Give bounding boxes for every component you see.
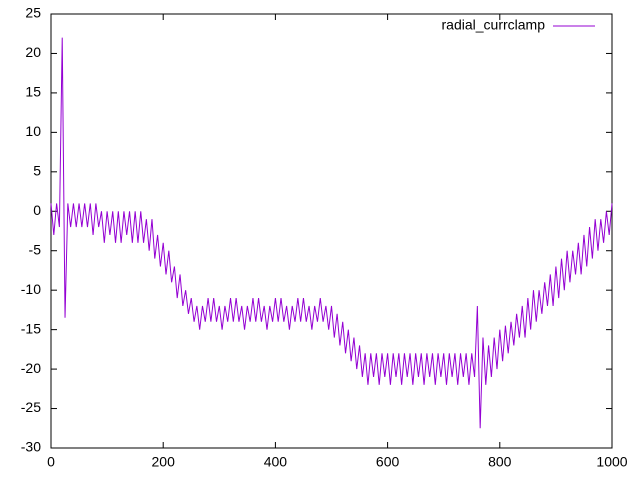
y-tick-label: -20 — [21, 360, 41, 376]
y-tick-label: 25 — [25, 5, 41, 21]
y-tick-label: 0 — [33, 202, 41, 218]
y-tick-label: -15 — [21, 320, 41, 336]
plot-frame — [50, 13, 613, 449]
legend-label: radial_currclamp — [442, 17, 546, 33]
y-tick-label: 10 — [25, 123, 41, 139]
x-tick-label: 1000 — [596, 454, 627, 470]
x-tick-label: 600 — [376, 454, 400, 470]
y-tick-label: 20 — [25, 44, 41, 60]
data-line — [50, 37, 613, 429]
x-tick-label: 400 — [264, 454, 288, 470]
y-tick-label: -5 — [29, 241, 42, 257]
y-tick-label: 5 — [33, 163, 41, 179]
y-tick-label: -30 — [21, 439, 41, 455]
x-tick-label: 200 — [152, 454, 176, 470]
y-tick-label: 15 — [25, 84, 41, 100]
y-tick-label: -10 — [21, 281, 41, 297]
x-tick-label: 800 — [488, 454, 512, 470]
y-tick-label: -25 — [21, 399, 41, 415]
x-tick-label: 0 — [47, 454, 55, 470]
